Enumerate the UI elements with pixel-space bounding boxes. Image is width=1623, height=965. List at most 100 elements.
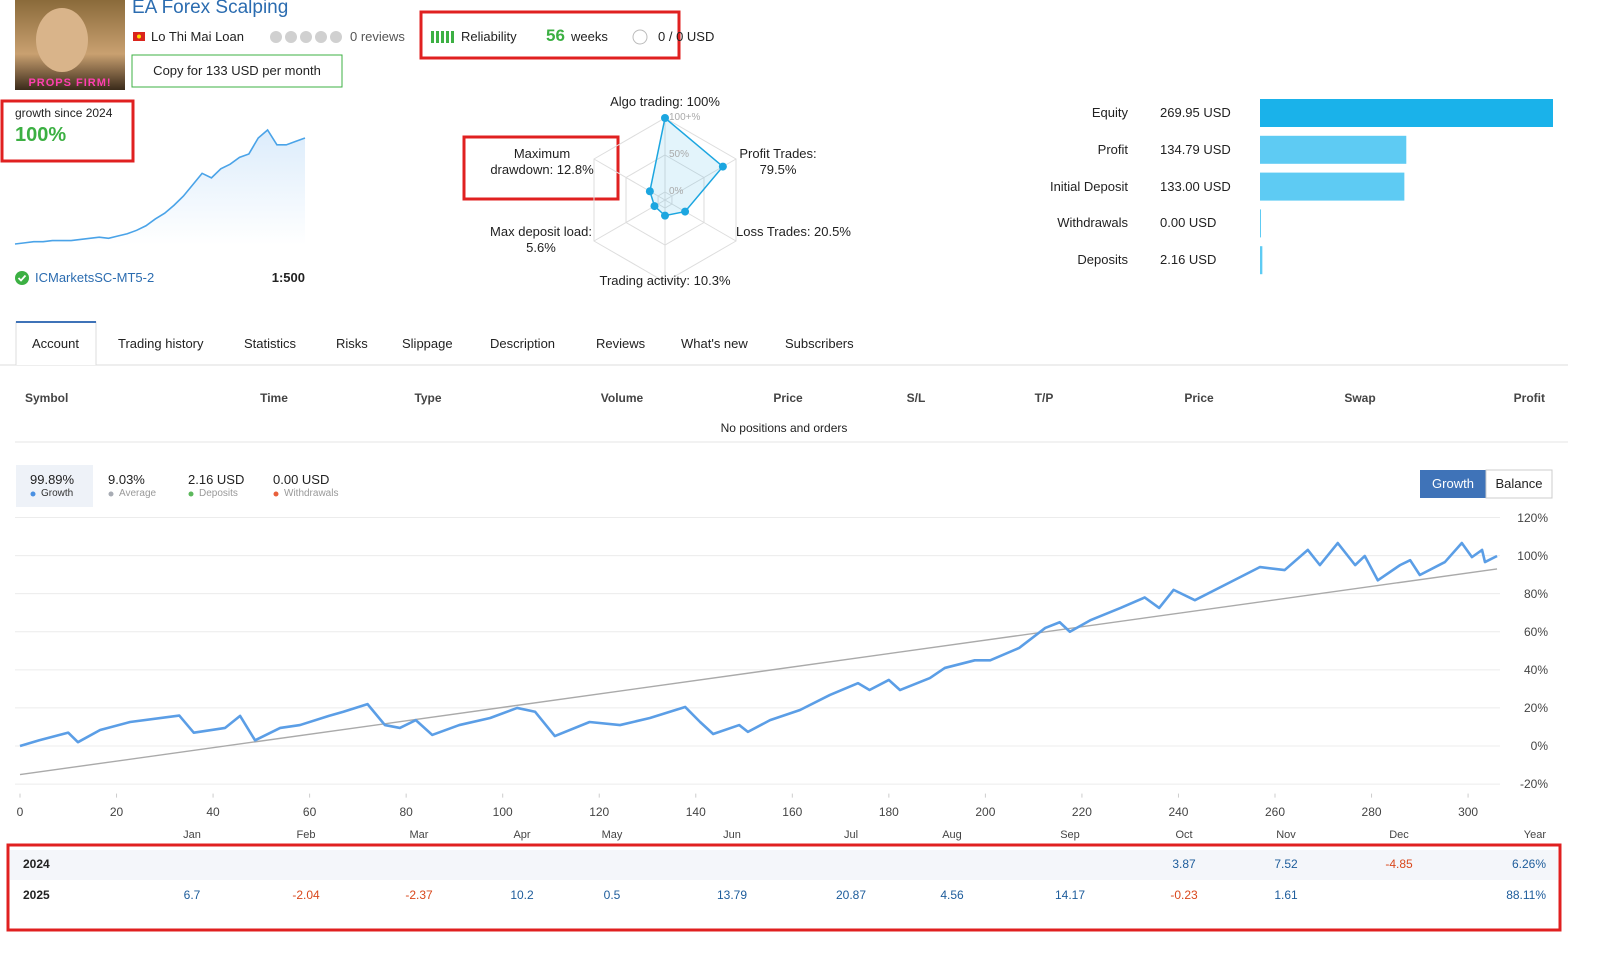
balance-label: Withdrawals	[1057, 215, 1128, 231]
stat-value: 2.16 USD	[188, 472, 245, 487]
x-tick-label: 300	[1458, 805, 1479, 819]
tab[interactable]: Statistics	[244, 336, 297, 351]
avatar-face	[36, 8, 88, 72]
radar-spoke	[664, 199, 737, 242]
tab[interactable]: Description	[490, 336, 556, 351]
copy-button-label[interactable]: Copy for 133 USD per month	[153, 63, 321, 78]
x-tick-label: 0	[16, 805, 24, 819]
subscribers: 0 / 0 USD	[658, 29, 715, 44]
sparkline-area	[15, 130, 305, 245]
y-tick-label: 0%	[1530, 739, 1548, 753]
y-tick-label: 60%	[1523, 624, 1548, 639]
balance-bar	[1260, 99, 1553, 127]
monthly-value: -4.85	[1385, 857, 1413, 871]
x-tick-label: 260	[1264, 805, 1286, 819]
y-tick-label: 80%	[1523, 586, 1548, 601]
stat-label: Withdrawals	[284, 488, 339, 499]
month-header: Mar	[409, 829, 429, 841]
radar-label: Algo trading: 100%	[610, 94, 720, 109]
tab[interactable]: Slippage	[402, 336, 453, 351]
y-tick-label: 20%	[1523, 700, 1548, 715]
y-tick-label: 120%	[1517, 510, 1548, 525]
stat-label: Deposits	[199, 488, 238, 499]
column-header: Time	[260, 391, 288, 405]
y-tick-label: 40%	[1523, 662, 1548, 677]
month-header: Aug	[942, 829, 962, 841]
balance-bar	[1260, 209, 1261, 238]
monthly-value: 7.52	[1274, 857, 1298, 871]
monthly-value: 6.26%	[1511, 857, 1546, 871]
leverage: 1:500	[271, 270, 305, 285]
month-header: Apr	[513, 829, 531, 841]
verified-check	[17, 274, 27, 282]
monthly-value: 13.79	[716, 888, 748, 902]
growth-button-label[interactable]: Growth	[1432, 476, 1474, 491]
month-header: Jun	[723, 829, 741, 841]
radar-tick-label: 100+%	[669, 112, 701, 123]
column-header: Swap	[1344, 391, 1376, 405]
stat-value: 99.89%	[30, 472, 75, 487]
balance-button-label[interactable]: Balance	[1495, 476, 1543, 491]
reliability: Reliability	[461, 29, 517, 44]
monthly-value: 0.5	[603, 888, 621, 902]
series-line	[19, 541, 1498, 748]
radar-label: Trading activity: 10.3%	[599, 273, 731, 288]
monthly-value: 4.56	[940, 888, 964, 902]
stat-dot	[30, 491, 36, 497]
radar-label: Profit Trades: 79.5%	[739, 146, 817, 177]
monthly-value: 14.17	[1054, 888, 1086, 902]
x-tick-label: 160	[782, 805, 803, 819]
radar-label: Loss Trades: 20.5%	[736, 224, 851, 239]
balance-value: 134.79 USD	[1160, 141, 1231, 157]
radar-shape	[649, 116, 724, 217]
x-tick-label: 20	[109, 805, 124, 819]
column-header: Price	[773, 391, 803, 405]
monthly-value: 1.61	[1274, 888, 1298, 902]
tab[interactable]: Risks	[336, 336, 368, 351]
monthly-value: 6.7	[183, 888, 201, 902]
author[interactable]: Lo Thi Mai Loan	[151, 29, 244, 44]
tab[interactable]: What's new	[681, 336, 748, 351]
growth-button[interactable]	[1420, 470, 1486, 498]
weeks: 56	[546, 26, 565, 45]
reviews: 0 reviews	[350, 29, 405, 44]
year-label: 2024	[23, 857, 50, 871]
stat-highlight	[16, 465, 93, 507]
tab[interactable]: Account	[32, 336, 79, 351]
empty-message: No positions and orders	[720, 421, 848, 435]
monthly-value: 10.2	[510, 888, 534, 902]
verified-icon	[15, 271, 29, 285]
copy-button[interactable]	[131, 54, 343, 88]
balance-label: Equity	[1091, 105, 1128, 120]
x-tick-label: 120	[589, 805, 610, 819]
tab[interactable]: Subscribers	[785, 336, 854, 351]
column-header: S/L	[906, 391, 926, 405]
month-header: Oct	[1175, 829, 1193, 841]
stat-label: Average	[119, 488, 157, 499]
month-header: Jul	[843, 829, 859, 841]
month-header: Jan	[183, 829, 201, 841]
flag-star	[137, 34, 141, 39]
stat-value: 9.03%	[108, 472, 145, 487]
title[interactable]: EA Forex Scalping	[132, 0, 289, 18]
column-header: Type	[414, 391, 442, 405]
x-tick-label: 180	[878, 805, 899, 819]
sparkline	[14, 128, 306, 245]
tab[interactable]: Trading history	[118, 336, 204, 351]
highlight-boxes	[0, 10, 1562, 932]
balance-label: Profit	[1097, 141, 1128, 157]
rating-stars	[270, 31, 342, 43]
radar-point	[718, 162, 727, 171]
server[interactable]: ICMarketsSC-MT5-2	[35, 270, 155, 285]
tab[interactable]: Reviews	[596, 336, 646, 351]
radar-point	[645, 187, 654, 196]
radar-point	[650, 202, 659, 211]
x-tick-label: 140	[685, 805, 706, 819]
balance-button[interactable]	[1485, 469, 1553, 499]
radar-tick-label: 0%	[669, 186, 684, 197]
monthly-value: -0.23	[1170, 888, 1198, 902]
x-tick-label: 220	[1071, 805, 1092, 819]
growth-label: growth since 2024	[15, 106, 113, 120]
y-tick-label: 100%	[1517, 548, 1548, 563]
